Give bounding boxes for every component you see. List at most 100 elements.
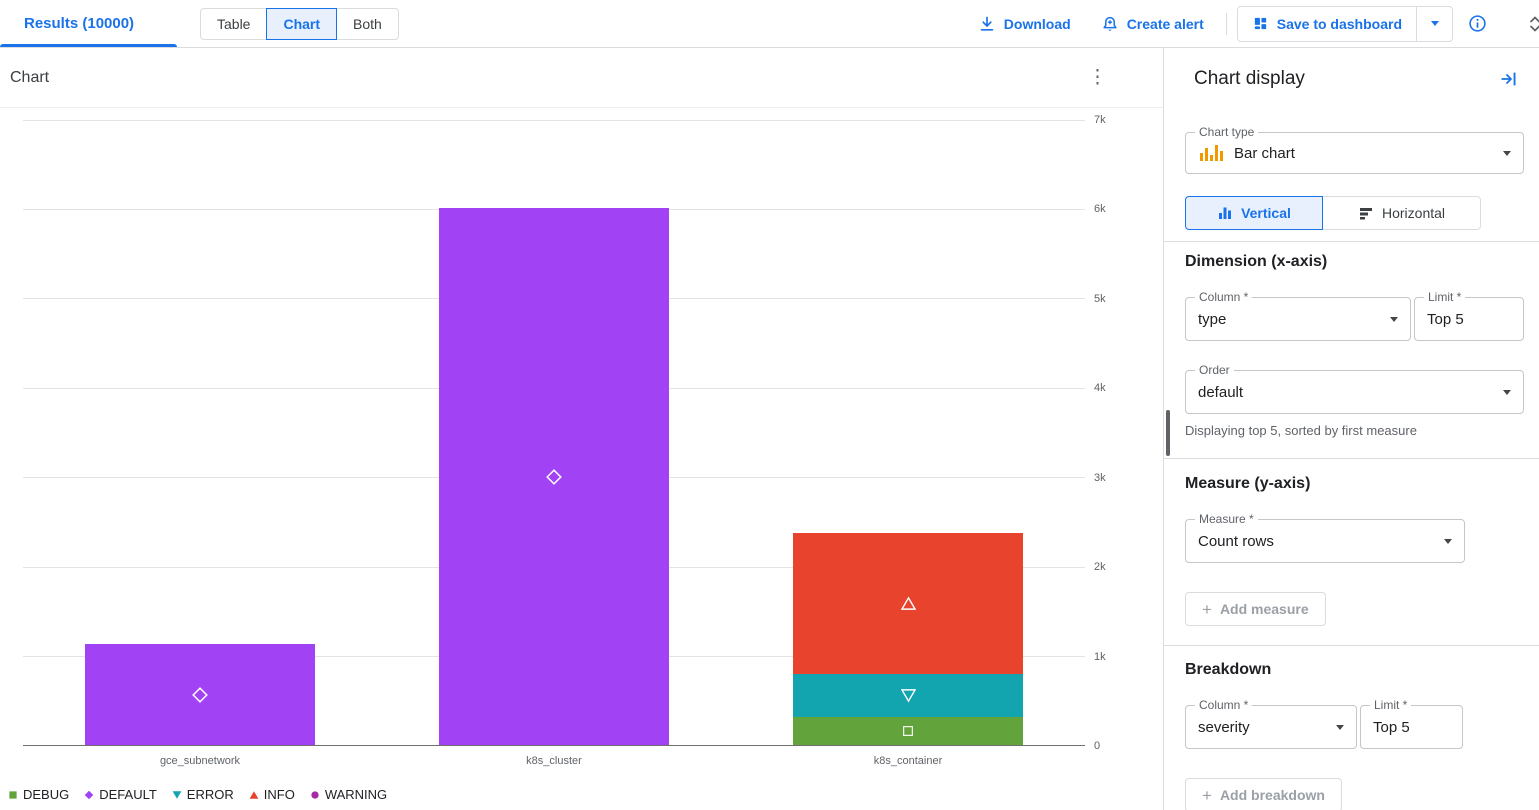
main-area: Chart ⋮ 0 1k 2k 3k 4k 5k 6k 7k gce_subnetwork k8… [0, 48, 1539, 810]
measure-value: Count rows [1198, 532, 1274, 550]
add-icon: + [1202, 785, 1212, 805]
chevron-down-icon [1430, 21, 1439, 26]
y-tick-label: 7k [1094, 114, 1106, 126]
y-tick-label: 6k [1094, 203, 1106, 216]
orientation-vertical-button[interactable]: Vertical [1185, 196, 1323, 230]
breakdown-column-value: severity [1198, 718, 1250, 736]
download-button[interactable]: Download [966, 6, 1083, 42]
marker-square [903, 726, 913, 737]
y-tick-label: 1k [1094, 650, 1106, 663]
gridline [23, 119, 1085, 121]
y-tick-label: 0 [1094, 740, 1101, 752]
view-toggle-table[interactable]: Table [200, 7, 268, 40]
y-tick-label: 2k [1094, 561, 1106, 574]
marker-diamond [84, 790, 94, 799]
active-tab-indicator [0, 44, 177, 47]
save-options-dropdown[interactable] [1416, 6, 1452, 41]
legend-label: ERROR [186, 787, 234, 802]
chart-legend: DEBUG DEFAULT ERROR INFO WARNING [8, 787, 387, 802]
chevron-down-icon [1390, 316, 1398, 322]
scrollbar-thumb[interactable] [1166, 410, 1170, 456]
marker-triangle-down [900, 689, 916, 703]
section-divider [1164, 458, 1539, 459]
dimension-limit-label: Limit * [1424, 290, 1466, 304]
breakdown-column-select[interactable]: Column * severity [1185, 698, 1357, 749]
dimension-column-select[interactable]: Column * type [1185, 290, 1411, 341]
add-breakdown-button[interactable]: + Add breakdown [1185, 778, 1342, 810]
breakdown-limit-label: Limit * [1370, 698, 1412, 712]
chevron-down-icon [1336, 724, 1344, 730]
x-axis-line [23, 745, 1085, 746]
breakdown-limit-value: Top 5 [1373, 718, 1410, 736]
legend-item-warning: WARNING [310, 787, 387, 802]
horizontal-bars-icon [1359, 208, 1372, 220]
create-alert-button[interactable]: Create alert [1089, 6, 1216, 42]
chart-type-field-label: Chart type [1195, 125, 1259, 139]
legend-label: WARNING [324, 787, 388, 802]
bar-gce_subnetwork [85, 644, 315, 746]
order-select[interactable]: Order default [1185, 363, 1524, 414]
bar-segment-debug[interactable] [793, 716, 1023, 746]
x-category-labels: gce_subnetwork k8s_cluster k8s_container [23, 755, 1085, 767]
chevron-down-icon [1503, 389, 1511, 395]
bar-segment-error[interactable] [793, 674, 1023, 717]
chart-card-title: Chart [10, 68, 50, 86]
chart-display-panel: Chart display Chart type Bar chart [1163, 48, 1539, 810]
chart-options-menu-button[interactable]: ⋮ [1082, 64, 1113, 91]
panel-title: Chart display [1194, 68, 1305, 89]
collapse-panel-icon [1501, 72, 1516, 86]
legend-label: DEFAULT [99, 787, 157, 802]
save-to-dashboard-button[interactable]: Save to dashboard [1238, 7, 1416, 41]
chart-type-select[interactable]: Chart type Bar chart [1185, 125, 1524, 174]
toolbar: Results (10000) Table Chart Both Downloa… [0, 0, 1539, 48]
legend-label: DEBUG [23, 787, 70, 802]
bar-segment-default[interactable] [85, 644, 315, 746]
info-button[interactable] [1459, 6, 1495, 42]
panel-header: Chart display [1164, 48, 1539, 104]
measure-field-label: Measure * [1195, 512, 1258, 526]
breakdown-limit-input[interactable]: Limit * Top 5 [1360, 698, 1463, 749]
view-toggle-both[interactable]: Both [336, 7, 399, 40]
save-to-dashboard-label: Save to dashboard [1276, 15, 1402, 32]
legend-item-default: DEFAULT [84, 787, 157, 802]
bar-segment-info[interactable] [793, 533, 1023, 675]
add-measure-label: Add measure [1219, 601, 1309, 617]
chevron-down-icon [1503, 150, 1511, 156]
tab-results[interactable]: Results (10000) [0, 0, 177, 47]
toolbar-divider [1225, 12, 1227, 35]
chart-card: Chart ⋮ 0 1k 2k 3k 4k 5k 6k 7k gce_subnetwork k8… [0, 48, 1163, 810]
add-measure-button[interactable]: + Add measure [1185, 592, 1326, 626]
order-label: Order [1195, 363, 1234, 377]
dimension-limit-value: Top 5 [1427, 310, 1464, 328]
marker-triangle-up [249, 790, 259, 799]
legend-item-error: ERROR [172, 787, 234, 802]
bar-k8s_container [793, 533, 1023, 746]
breakdown-heading: Breakdown [1185, 661, 1272, 678]
section-divider [1164, 645, 1539, 646]
bar-segment-default[interactable] [439, 207, 669, 746]
orientation-horizontal-button[interactable]: Horizontal [1322, 196, 1481, 230]
view-toggle-chart[interactable]: Chart [266, 7, 338, 40]
legend-item-info: INFO [249, 787, 295, 802]
save-to-dashboard-split-button: Save to dashboard [1236, 5, 1453, 42]
chart-card-header: Chart ⋮ [0, 48, 1163, 108]
measure-select[interactable]: Measure * Count rows [1185, 512, 1465, 563]
results-tab-label: Results (10000) [24, 15, 135, 32]
plot-area: 0 1k 2k 3k 4k 5k 6k 7k [23, 114, 1106, 752]
collapse-panel-button[interactable] [1495, 65, 1523, 93]
marker-square [9, 790, 17, 799]
order-value: default [1198, 383, 1244, 401]
marker-diamond [192, 687, 208, 703]
x-category-label: gce_subnetwork [159, 755, 241, 767]
x-category-label: k8s_cluster [526, 755, 582, 767]
vertical-bars-icon [1219, 207, 1232, 219]
y-tick-label: 3k [1094, 471, 1106, 484]
download-icon [980, 16, 994, 31]
download-label: Download [1003, 15, 1071, 32]
kebab-menu-icon: ⋮ [1088, 67, 1107, 88]
unfold-icon[interactable] [1523, 12, 1539, 36]
toolbar-actions: Download Create alert Save to dashboard [966, 5, 1539, 42]
dimension-limit-input[interactable]: Limit * Top 5 [1414, 290, 1524, 341]
legend-label: INFO [263, 787, 295, 802]
create-alert-icon [1103, 16, 1117, 31]
